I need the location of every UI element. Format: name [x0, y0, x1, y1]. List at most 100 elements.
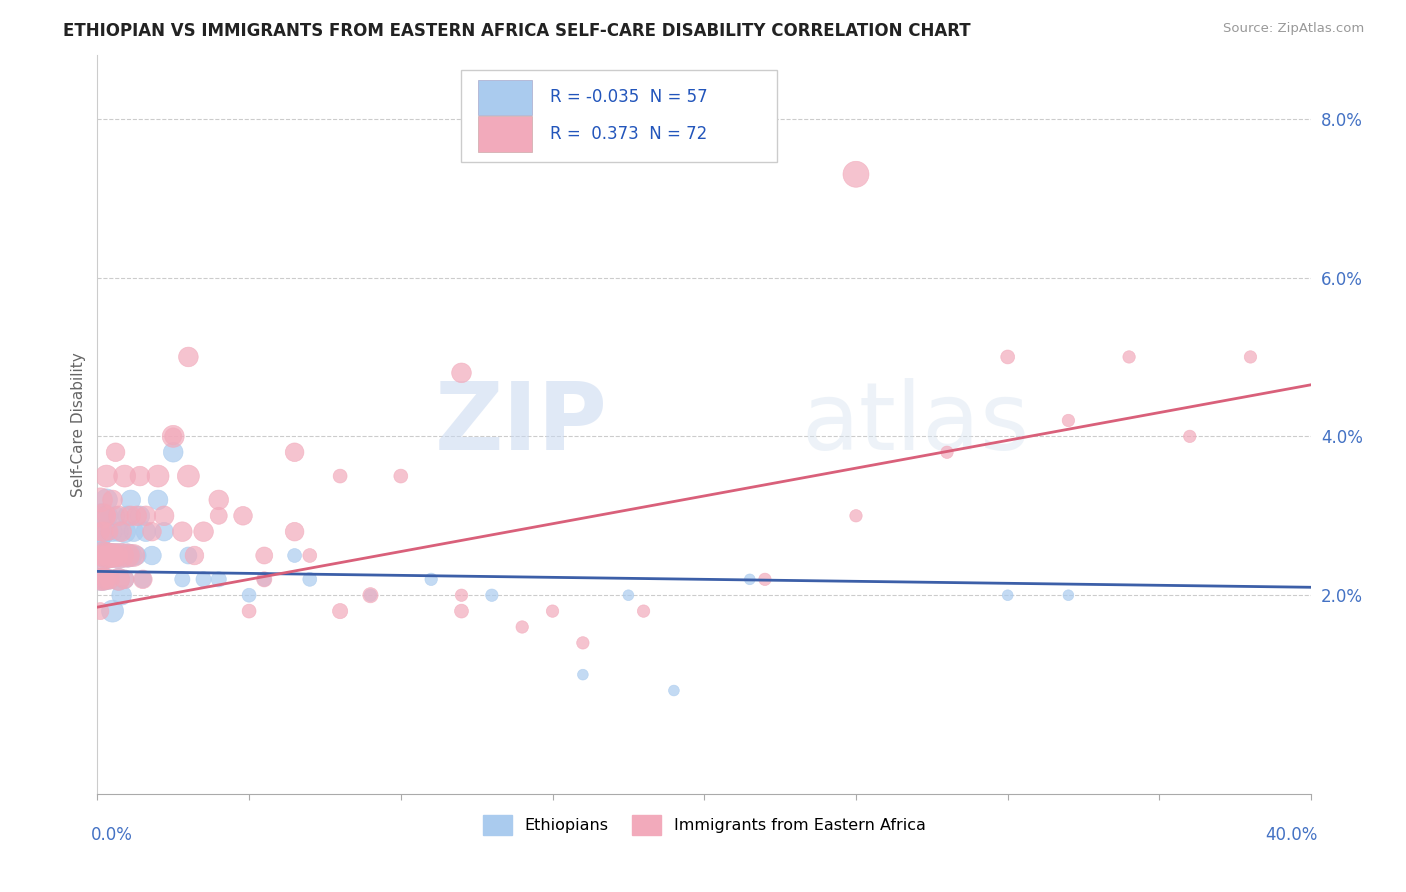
Point [284, 549, 307, 563]
Point [208, 492, 231, 507]
Point [111, 549, 134, 563]
Point [128, 508, 150, 523]
Point [329, 604, 352, 618]
Legend: Ethiopians, Immigrants from Eastern Africa: Ethiopians, Immigrants from Eastern Afri… [477, 809, 932, 841]
Point [101, 604, 124, 618]
Point [122, 524, 145, 539]
Point [93, 524, 115, 539]
Text: 40.0%: 40.0% [1265, 826, 1317, 844]
Point [172, 572, 194, 586]
Point [89, 604, 111, 618]
Point [193, 524, 215, 539]
Point [96, 572, 118, 586]
Point [96, 492, 118, 507]
Point [153, 524, 176, 539]
Point [572, 636, 595, 650]
Point [98, 549, 121, 563]
Point [89, 533, 111, 547]
Point [111, 588, 134, 602]
Point [633, 604, 655, 618]
Point [177, 350, 200, 364]
Point [111, 524, 134, 539]
Point [177, 469, 200, 483]
Point [754, 572, 776, 586]
Point [141, 524, 163, 539]
Point [232, 508, 254, 523]
Point [104, 445, 127, 459]
Point [617, 588, 640, 602]
Point [208, 572, 231, 586]
Point [96, 549, 118, 563]
Point [183, 549, 205, 563]
Point [172, 524, 194, 539]
Point [541, 604, 564, 618]
Point [120, 492, 142, 507]
Point [997, 588, 1019, 602]
Point [93, 508, 115, 523]
Point [107, 572, 129, 586]
Point [89, 572, 111, 586]
Point [845, 508, 868, 523]
Point [89, 492, 111, 507]
Point [162, 445, 184, 459]
Point [253, 572, 276, 586]
Point [662, 683, 685, 698]
Point [132, 572, 155, 586]
Point [98, 572, 121, 586]
Point [162, 429, 184, 443]
Point [89, 524, 111, 539]
Point [146, 492, 169, 507]
Point [329, 469, 352, 483]
Point [120, 549, 142, 563]
Point [845, 167, 868, 181]
Point [135, 524, 157, 539]
Point [107, 508, 129, 523]
Point [107, 572, 129, 586]
Point [114, 469, 136, 483]
Point [96, 469, 118, 483]
Point [481, 588, 503, 602]
Point [93, 572, 115, 586]
Text: R = -0.035  N = 57: R = -0.035 N = 57 [550, 88, 707, 106]
Point [114, 572, 136, 586]
Point [104, 549, 127, 563]
Point [98, 549, 121, 563]
FancyBboxPatch shape [478, 79, 531, 115]
Point [738, 572, 761, 586]
Point [997, 350, 1019, 364]
Point [298, 572, 321, 586]
Point [450, 588, 472, 602]
Point [96, 508, 118, 523]
Point [135, 508, 157, 523]
FancyBboxPatch shape [478, 117, 531, 152]
Point [253, 572, 276, 586]
Text: R =  0.373  N = 72: R = 0.373 N = 72 [550, 125, 707, 144]
Point [101, 492, 124, 507]
Point [253, 549, 276, 563]
Text: 0.0%: 0.0% [91, 826, 134, 844]
Point [96, 524, 118, 539]
Point [107, 524, 129, 539]
Point [114, 572, 136, 586]
Point [177, 549, 200, 563]
Point [162, 429, 184, 443]
Point [101, 549, 124, 563]
Text: atlas: atlas [801, 378, 1029, 470]
Point [238, 588, 260, 602]
Text: Source: ZipAtlas.com: Source: ZipAtlas.com [1223, 22, 1364, 36]
Point [111, 549, 134, 563]
Point [193, 572, 215, 586]
Point [510, 620, 533, 634]
Point [1057, 588, 1080, 602]
Point [125, 508, 148, 523]
Point [96, 572, 118, 586]
Point [93, 549, 115, 563]
Point [93, 524, 115, 539]
Point [450, 366, 472, 380]
Point [284, 445, 307, 459]
Point [450, 604, 472, 618]
Point [298, 549, 321, 563]
Point [359, 588, 381, 602]
Point [117, 549, 139, 563]
Point [238, 604, 260, 618]
